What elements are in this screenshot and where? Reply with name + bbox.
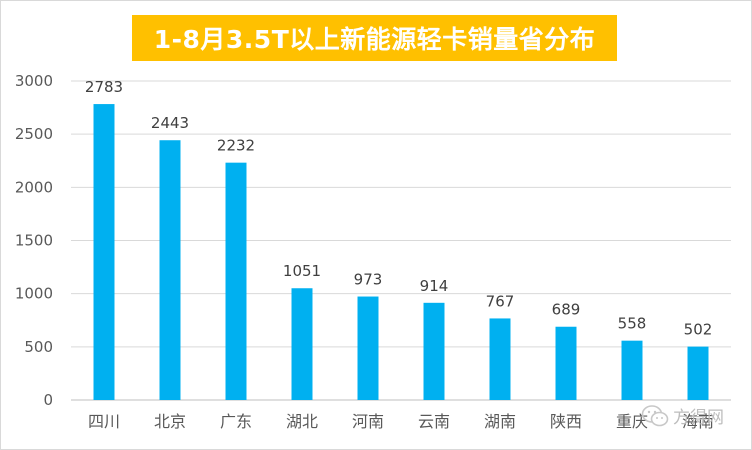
bar-四川 xyxy=(93,104,115,400)
x-tick-label: 陕西 xyxy=(550,412,582,431)
x-tick-label: 北京 xyxy=(154,412,186,431)
bar-云南 xyxy=(423,302,445,400)
y-tick-label: 1500 xyxy=(15,232,53,250)
bar-湖南 xyxy=(489,318,511,400)
x-tick-label: 海南 xyxy=(682,412,714,431)
y-tick-label: 0 xyxy=(43,391,53,409)
x-tick-label: 四川 xyxy=(88,412,120,431)
y-tick-label: 500 xyxy=(24,338,53,356)
x-tick-label: 湖北 xyxy=(286,412,318,431)
data-label: 973 xyxy=(354,271,383,289)
x-tick-label: 云南 xyxy=(418,412,450,431)
chart-title-box: 1-8月3.5T以上新能源轻卡销量省分布 xyxy=(132,15,617,61)
data-label: 502 xyxy=(684,321,713,339)
watermark: 方得网 xyxy=(641,403,724,428)
data-labels: 2783 2443 2232 1051 973 914 767 689 558 502 xyxy=(85,78,712,339)
x-axis-ticks: 四川 北京 广东 湖北 河南 云南 湖南 陕西 重庆 海南 xyxy=(88,412,714,431)
data-label: 689 xyxy=(552,301,581,319)
y-tick-label: 2000 xyxy=(15,178,53,196)
bars xyxy=(93,104,709,400)
data-label: 1051 xyxy=(283,262,321,280)
chart-title: 1-8月3.5T以上新能源轻卡销量省分布 xyxy=(153,25,596,54)
wechat-icon xyxy=(641,404,669,426)
bar-广东 xyxy=(225,162,247,400)
x-tick-label: 重庆 xyxy=(616,412,648,431)
y-tick-label: 1000 xyxy=(15,285,53,303)
y-tick-label: 3000 xyxy=(15,72,53,90)
data-label: 914 xyxy=(420,277,449,295)
y-axis-ticks: 0 500 1000 1500 2000 2500 3000 xyxy=(15,72,53,409)
data-label: 2443 xyxy=(151,114,189,132)
x-tick-label: 湖南 xyxy=(484,412,516,431)
grid-lines xyxy=(71,80,731,401)
x-tick-label: 广东 xyxy=(220,412,252,431)
bar-陕西 xyxy=(555,326,577,400)
watermark-text: 方得网 xyxy=(673,408,724,428)
bar-重庆 xyxy=(621,340,643,400)
data-label: 767 xyxy=(486,292,515,310)
bar-湖北 xyxy=(291,288,313,400)
bar-河南 xyxy=(357,296,379,400)
bar-海南 xyxy=(687,346,709,400)
x-tick-label: 河南 xyxy=(352,412,384,431)
y-tick-label: 2500 xyxy=(15,125,53,143)
bar-北京 xyxy=(159,140,181,400)
data-label: 2232 xyxy=(217,137,255,155)
data-label: 2783 xyxy=(85,78,123,96)
data-label: 558 xyxy=(618,315,647,333)
